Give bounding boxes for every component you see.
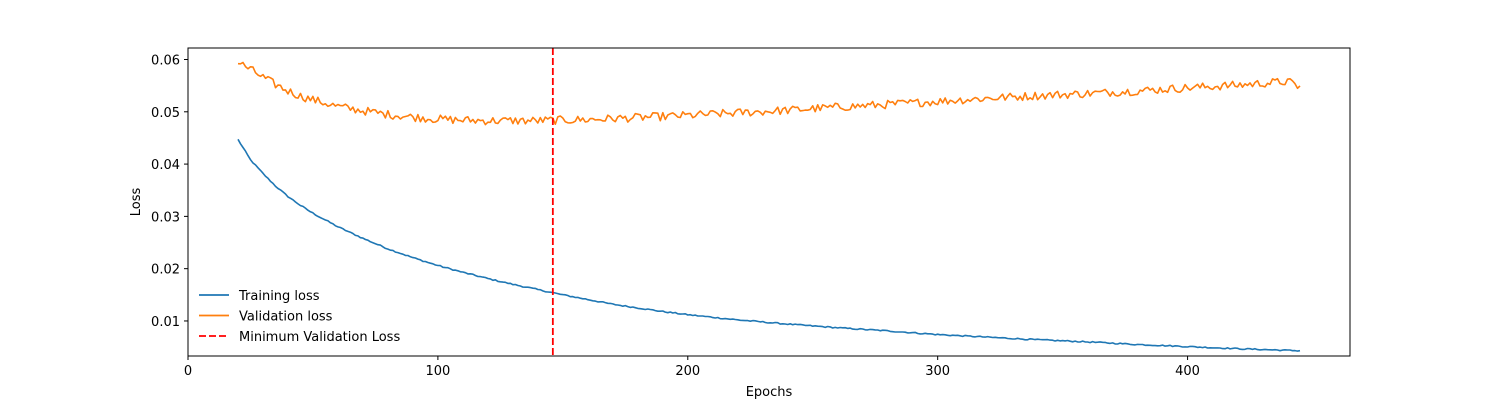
series-line-validation-loss [237,61,1301,126]
x-tick-label: 0 [184,364,192,379]
legend-label: Minimum Validation Loss [239,330,400,345]
legend-label: Training loss [238,289,320,304]
x-axis-title: Epochs [746,385,793,400]
x-tick-label: 300 [925,364,950,379]
x-tick-label: 100 [425,364,450,379]
plot-area [237,48,1301,356]
axes-frame [187,47,1351,357]
y-tick-label: 0.02 [151,263,180,278]
series-line-training-loss [237,138,1301,352]
y-tick-label: 0.03 [151,210,180,225]
y-tick-label: 0.04 [151,158,180,173]
x-axis: 0 100 200 300 400 [184,356,1200,379]
y-tick-label: 0.06 [151,54,180,69]
y-axis-title: Loss [129,188,144,217]
y-tick-label: 0.05 [151,106,180,121]
y-tick-label: 0.01 [151,315,180,330]
x-tick-label: 400 [1175,364,1200,379]
legend: Training loss Validation loss Minimum Vali… [199,289,400,345]
legend-label: Validation loss [239,310,333,325]
x-tick-label: 200 [675,364,700,379]
y-axis: 0.01 0.02 0.03 0.04 0.05 0.06 [151,54,188,330]
